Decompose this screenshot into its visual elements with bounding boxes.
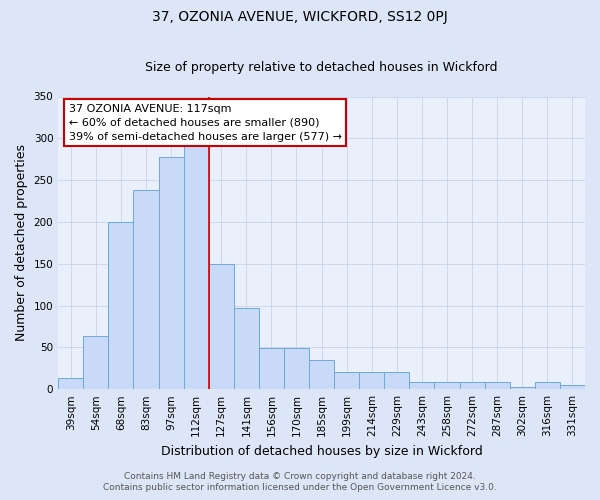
Text: Contains HM Land Registry data © Crown copyright and database right 2024.
Contai: Contains HM Land Registry data © Crown c… bbox=[103, 472, 497, 492]
Bar bbox=[58, 378, 83, 389]
Bar bbox=[184, 144, 209, 389]
Bar bbox=[535, 382, 560, 389]
Bar bbox=[460, 382, 485, 389]
Bar bbox=[209, 264, 234, 389]
Bar bbox=[359, 372, 385, 389]
Bar bbox=[158, 156, 184, 389]
Bar bbox=[385, 372, 409, 389]
Bar bbox=[259, 348, 284, 389]
X-axis label: Distribution of detached houses by size in Wickford: Distribution of detached houses by size … bbox=[161, 444, 482, 458]
Bar bbox=[234, 308, 259, 389]
Bar bbox=[485, 382, 510, 389]
Bar bbox=[133, 190, 158, 389]
Text: 37 OZONIA AVENUE: 117sqm
← 60% of detached houses are smaller (890)
39% of semi-: 37 OZONIA AVENUE: 117sqm ← 60% of detach… bbox=[69, 104, 342, 142]
Y-axis label: Number of detached properties: Number of detached properties bbox=[15, 144, 28, 342]
Text: 37, OZONIA AVENUE, WICKFORD, SS12 0PJ: 37, OZONIA AVENUE, WICKFORD, SS12 0PJ bbox=[152, 10, 448, 24]
Bar bbox=[409, 382, 434, 389]
Bar bbox=[334, 372, 359, 389]
Bar bbox=[434, 382, 460, 389]
Bar bbox=[83, 336, 109, 389]
Bar bbox=[284, 348, 309, 389]
Bar bbox=[309, 360, 334, 389]
Bar bbox=[510, 386, 535, 389]
Title: Size of property relative to detached houses in Wickford: Size of property relative to detached ho… bbox=[145, 62, 498, 74]
Bar bbox=[109, 222, 133, 389]
Bar bbox=[560, 385, 585, 389]
